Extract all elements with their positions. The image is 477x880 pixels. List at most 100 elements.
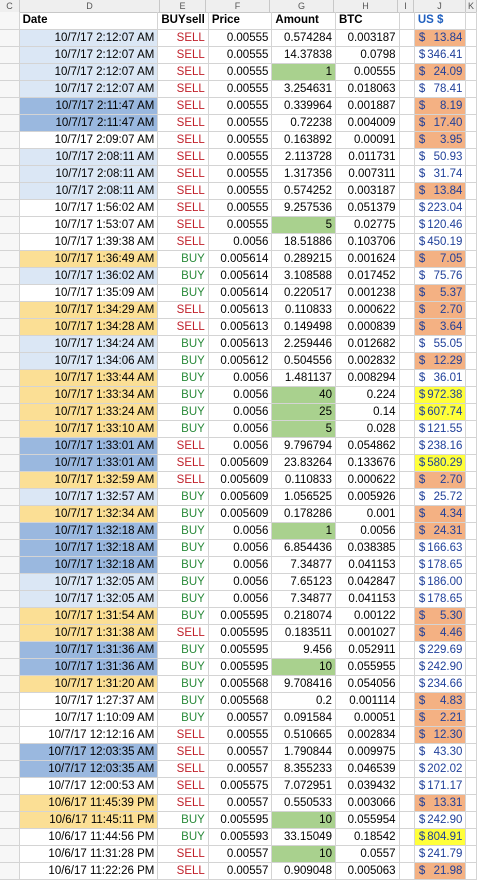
amount-cell[interactable]: 18.51886 [271,233,336,251]
amount-cell[interactable]: 3.254631 [271,80,336,98]
price-cell[interactable]: 0.005609 [208,471,273,489]
date-cell[interactable]: 10/7/17 1:31:36 AM [19,658,159,676]
cell[interactable] [465,12,477,30]
amount-cell[interactable]: 10 [271,658,336,676]
date-cell[interactable]: 10/7/17 1:33:10 AM [19,420,159,438]
btc-cell[interactable]: 0.001114 [335,692,400,710]
usd-cell[interactable]: $8.19 [414,97,467,115]
price-cell[interactable]: 0.00555 [208,97,273,115]
side-cell[interactable]: SELL [157,148,209,166]
price-cell[interactable]: 0.00557 [208,794,273,812]
cell[interactable] [465,46,477,64]
btc-cell[interactable]: 0.003066 [335,794,400,812]
usd-cell[interactable]: $202.02 [414,760,467,778]
amount-cell[interactable]: 0.149498 [271,318,336,336]
date-cell[interactable]: 10/7/17 2:08:11 AM [19,148,159,166]
cell[interactable] [465,862,477,880]
btc-cell[interactable]: 0.224 [335,386,400,404]
price-cell[interactable]: 0.0056 [208,590,273,608]
cell[interactable] [399,437,415,455]
cell[interactable] [399,811,415,829]
side-cell[interactable]: SELL [157,454,209,472]
amount-cell[interactable]: 1.481137 [271,369,336,387]
price-cell[interactable]: 0.0056 [208,403,273,421]
amount-cell[interactable]: 7.34877 [271,590,336,608]
btc-cell[interactable]: 0.004009 [335,114,400,132]
side-cell[interactable]: SELL [157,794,209,812]
usd-cell[interactable]: $13.84 [414,182,467,200]
btc-cell[interactable]: 0.001027 [335,624,400,642]
price-cell[interactable]: 0.005575 [208,777,273,795]
cell[interactable] [0,522,20,540]
cell[interactable] [465,403,477,421]
cell[interactable] [0,760,20,778]
btc-cell[interactable]: 0.14 [335,403,400,421]
header-side[interactable]: BUYsell [157,12,209,30]
usd-cell[interactable]: $4.83 [414,692,467,710]
usd-cell[interactable]: $972.38 [414,386,467,404]
price-cell[interactable]: 0.0056 [208,573,273,591]
cell[interactable] [0,216,20,234]
cell[interactable] [465,811,477,829]
cell[interactable] [0,777,20,795]
usd-cell[interactable]: $24.31 [414,522,467,540]
price-cell[interactable]: 0.00555 [208,216,273,234]
cell[interactable] [465,131,477,149]
side-cell[interactable]: SELL [157,777,209,795]
usd-cell[interactable]: $12.29 [414,352,467,370]
usd-cell[interactable]: $78.41 [414,80,467,98]
side-cell[interactable]: BUY [157,709,209,727]
cell[interactable] [465,556,477,574]
amount-cell[interactable]: 0.574252 [271,182,336,200]
cell[interactable] [399,318,415,336]
amount-cell[interactable]: 0.289215 [271,250,336,268]
side-cell[interactable]: BUY [157,267,209,285]
cell[interactable] [465,114,477,132]
cell[interactable] [399,420,415,438]
btc-cell[interactable]: 0.039432 [335,777,400,795]
cell[interactable] [399,641,415,659]
date-cell[interactable]: 10/7/17 1:36:49 AM [19,250,159,268]
price-cell[interactable]: 0.005595 [208,641,273,659]
cell[interactable] [399,114,415,132]
amount-cell[interactable]: 25 [271,403,336,421]
usd-cell[interactable]: $346.41 [414,46,467,64]
cell[interactable] [399,862,415,880]
cell[interactable] [0,335,20,353]
cell[interactable] [465,692,477,710]
cell[interactable] [399,607,415,625]
side-cell[interactable]: BUY [157,284,209,302]
price-cell[interactable]: 0.005568 [208,692,273,710]
amount-cell[interactable]: 0.574284 [271,29,336,47]
side-cell[interactable]: SELL [157,63,209,81]
cell[interactable] [399,369,415,387]
btc-cell[interactable]: 0.009975 [335,743,400,761]
cell[interactable] [465,63,477,81]
cell[interactable] [465,318,477,336]
price-cell[interactable]: 0.005609 [208,505,273,523]
price-cell[interactable]: 0.005613 [208,318,273,336]
cell[interactable] [0,641,20,659]
side-cell[interactable]: SELL [157,743,209,761]
usd-cell[interactable]: $17.40 [414,114,467,132]
cell[interactable] [0,97,20,115]
cell[interactable] [399,12,415,30]
cell[interactable] [0,675,20,693]
usd-cell[interactable]: $4.34 [414,505,467,523]
side-cell[interactable]: SELL [157,301,209,319]
cell[interactable] [399,675,415,693]
side-cell[interactable]: SELL [157,199,209,217]
cell[interactable] [399,777,415,795]
amount-cell[interactable]: 0.72238 [271,114,336,132]
amount-cell[interactable]: 1.317356 [271,165,336,183]
btc-cell[interactable]: 0.041153 [335,556,400,574]
cell[interactable] [465,573,477,591]
cell[interactable] [0,80,20,98]
price-cell[interactable]: 0.005609 [208,488,273,506]
btc-cell[interactable]: 0.055954 [335,811,400,829]
date-cell[interactable]: 10/7/17 1:32:05 AM [19,573,159,591]
price-cell[interactable]: 0.00555 [208,29,273,47]
amount-cell[interactable]: 2.259446 [271,335,336,353]
usd-cell[interactable]: $50.93 [414,148,467,166]
